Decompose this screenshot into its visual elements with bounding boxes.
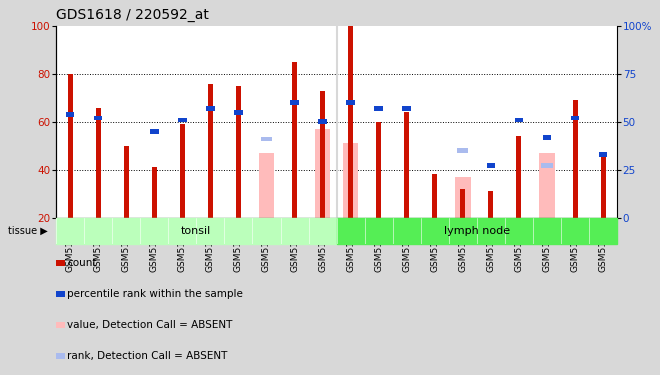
Bar (404, 112, 409, 218)
Bar (403, 106, 411, 111)
Bar (150, 129, 158, 134)
Bar (56, 353, 65, 358)
Bar (318, 120, 327, 124)
Bar (376, 122, 381, 218)
Bar (488, 191, 494, 217)
Bar (516, 136, 521, 218)
Bar (460, 189, 465, 217)
Bar (346, 100, 355, 105)
Bar (599, 152, 607, 157)
Bar (292, 62, 297, 217)
Bar (66, 112, 75, 117)
Text: lymph node: lymph node (444, 226, 510, 236)
Bar (236, 86, 241, 218)
Bar (56, 291, 65, 297)
Text: tonsil: tonsil (182, 226, 211, 236)
Bar (374, 106, 383, 111)
Bar (178, 118, 187, 122)
Bar (259, 153, 274, 218)
Bar (457, 148, 469, 153)
Bar (348, 26, 353, 218)
Bar (67, 74, 73, 217)
Bar (541, 164, 552, 168)
Bar (337, 217, 617, 244)
Bar (315, 129, 330, 218)
Bar (320, 91, 325, 218)
Bar (486, 164, 495, 168)
Bar (180, 124, 185, 218)
Bar (56, 217, 337, 244)
Bar (56, 260, 65, 266)
Text: count: count (67, 258, 96, 268)
Bar (152, 167, 157, 217)
Bar (206, 106, 214, 111)
Bar (96, 108, 101, 218)
Text: percentile rank within the sample: percentile rank within the sample (67, 289, 243, 299)
Text: value, Detection Call = ABSENT: value, Detection Call = ABSENT (67, 320, 232, 330)
Text: tissue ▶: tissue ▶ (8, 226, 48, 236)
Text: GDS1618 / 220592_at: GDS1618 / 220592_at (56, 9, 209, 22)
Bar (56, 322, 65, 328)
Text: rank, Detection Call = ABSENT: rank, Detection Call = ABSENT (67, 351, 228, 361)
Bar (343, 143, 358, 218)
Bar (572, 100, 578, 218)
Bar (432, 174, 438, 217)
Bar (543, 135, 551, 140)
Bar (515, 118, 523, 122)
Bar (234, 110, 243, 115)
Bar (571, 116, 579, 120)
Bar (123, 146, 129, 218)
Bar (290, 100, 299, 105)
Bar (261, 137, 272, 141)
Bar (601, 155, 606, 218)
Bar (539, 153, 554, 218)
Bar (455, 177, 471, 218)
Bar (208, 84, 213, 218)
Bar (94, 116, 102, 120)
